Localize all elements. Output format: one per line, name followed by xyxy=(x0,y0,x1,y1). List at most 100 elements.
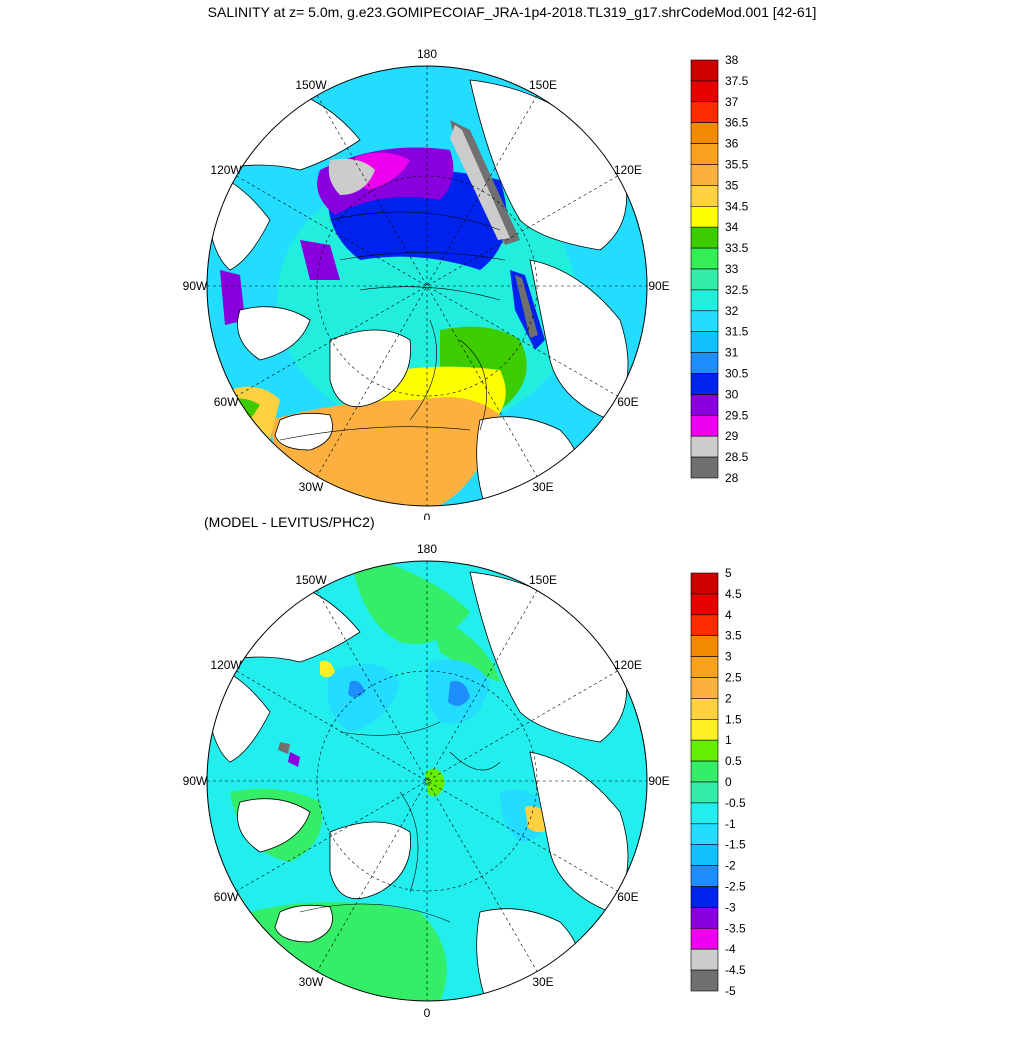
colorbar-label: 28.5 xyxy=(725,450,749,464)
longitude-label: 90W xyxy=(183,774,208,788)
colorbar-label: 4 xyxy=(725,608,732,622)
colorbar-label: 34.5 xyxy=(725,199,749,213)
colorbar-label: 36 xyxy=(725,137,739,151)
colorbar-label: -4.5 xyxy=(725,963,746,977)
colorbar-label: 31 xyxy=(725,346,739,360)
colorbar-label: -3.5 xyxy=(725,921,746,935)
longitude-label: 60W xyxy=(214,395,239,409)
colorbar-swatch xyxy=(690,760,719,783)
longitude-label: 90W xyxy=(183,279,208,293)
longitude-label: 180 xyxy=(417,47,437,61)
salinity-graticule xyxy=(207,66,647,506)
longitude-label: 30W xyxy=(299,975,324,989)
difference-field xyxy=(207,561,647,1001)
colorbar-label: 2 xyxy=(725,691,732,705)
colorbar-swatch xyxy=(690,927,719,950)
colorbar-swatch xyxy=(690,781,719,804)
colorbar-label: 1 xyxy=(725,733,732,747)
colorbar-swatch xyxy=(690,226,719,249)
salinity-map: 180 150E 120E 90E 60E 30E 0 30W 60W 90W 120W 150W 3… xyxy=(183,47,749,525)
longitude-label: 120W xyxy=(210,163,242,177)
colorbar-swatch xyxy=(690,435,719,458)
difference-longitude-labels: 180 150E 120E 90E 60E 30E 0 30W 60W 90W 120W 150W xyxy=(183,542,670,1020)
colorbar-swatch xyxy=(690,823,719,845)
colorbar-label: 29 xyxy=(725,429,739,443)
colorbar-label: 0.5 xyxy=(725,754,742,768)
colorbar-label: -4 xyxy=(725,942,736,956)
colorbar-label: -5 xyxy=(725,984,736,998)
colorbar-label: 1.5 xyxy=(725,712,742,726)
colorbar-swatch xyxy=(690,802,719,825)
salinity-panel: 180 150E 120E 90E 60E 30E 0 30W 60W 90W 120W 150W 3… xyxy=(0,20,1024,525)
longitude-label: 180 xyxy=(417,542,437,556)
colorbar-label: -2 xyxy=(725,859,736,873)
salinity-field xyxy=(207,66,647,506)
colorbar-swatch xyxy=(690,907,719,929)
colorbar-swatch xyxy=(690,122,719,144)
colorbar-swatch xyxy=(690,614,719,637)
colorbar-swatch xyxy=(690,656,719,678)
colorbar-swatch xyxy=(690,373,719,395)
colorbar-swatch xyxy=(690,677,719,699)
colorbar-swatch xyxy=(690,206,719,228)
colorbar-label: 2.5 xyxy=(725,671,742,685)
colorbar-label: 28 xyxy=(725,471,739,485)
colorbar-label: 33.5 xyxy=(725,241,749,255)
colorbar-label: 3.5 xyxy=(725,629,742,643)
colorbar-label: -1 xyxy=(725,817,736,831)
colorbar-swatch xyxy=(690,185,719,207)
longitude-label: 0 xyxy=(424,1006,431,1020)
colorbar-label: 34 xyxy=(725,220,739,234)
colorbar-swatch xyxy=(690,143,719,165)
colorbar-label: 35 xyxy=(725,178,739,192)
colorbar-swatch xyxy=(690,698,719,720)
colorbar-swatch xyxy=(690,739,719,762)
colorbar-label: 32 xyxy=(725,304,739,318)
colorbar-label: 38 xyxy=(725,53,739,67)
longitude-label: 90E xyxy=(648,279,669,293)
salinity-colorbar: 38 37.5 37 36.5 36 35.5 35 34.5 34 33.5 33 32.5 32 31… xyxy=(690,53,749,485)
difference-graticule xyxy=(207,561,647,1001)
difference-colorbar: 5 4.5 4 3.5 3 2.5 2 1.5 1 0.5 0 -0.5 -1 -1.5 -2 -2.5 -3 -… xyxy=(690,566,746,998)
difference-panel: 180 150E 120E 90E 60E 30E 0 30W 60W 90W 120W 150W 5… xyxy=(0,532,1024,1032)
longitude-label: 60E xyxy=(617,395,638,409)
colorbar-swatch xyxy=(690,268,719,291)
longitude-label: 150W xyxy=(295,78,327,92)
longitude-label: 60E xyxy=(617,890,638,904)
colorbar-swatch xyxy=(690,414,719,437)
colorbar-swatch xyxy=(690,572,719,595)
colorbar-swatch xyxy=(690,865,719,887)
colorbar-swatch xyxy=(690,593,719,616)
colorbar-swatch xyxy=(690,844,719,866)
colorbar-swatch xyxy=(690,331,719,353)
colorbar-label: 4.5 xyxy=(725,587,742,601)
colorbar-swatch xyxy=(690,886,719,908)
colorbar-swatch xyxy=(690,969,719,992)
colorbar-swatch xyxy=(690,719,719,741)
colorbar-label: -0.5 xyxy=(725,796,746,810)
colorbar-label: -2.5 xyxy=(725,880,746,894)
colorbar-swatch xyxy=(690,352,719,374)
colorbar-swatch xyxy=(690,101,719,124)
longitude-label: 120E xyxy=(614,658,642,672)
colorbar-label: -3 xyxy=(725,900,736,914)
plot-title: SALINITY at z= 5.0m, g.e23.GOMIPECOIAF_J… xyxy=(207,4,817,20)
longitude-label: 60W xyxy=(214,890,239,904)
colorbar-swatch xyxy=(690,164,719,186)
longitude-label: 150W xyxy=(295,573,327,587)
colorbar-swatch xyxy=(690,456,719,479)
colorbar-swatch xyxy=(690,635,719,657)
longitude-label: 0 xyxy=(424,511,431,520)
colorbar-swatch xyxy=(690,289,719,312)
colorbar-swatch xyxy=(690,948,719,971)
colorbar-label: 5 xyxy=(725,566,732,580)
longitude-label: 150E xyxy=(529,78,557,92)
colorbar-label: 32.5 xyxy=(725,283,749,297)
longitude-label: 30E xyxy=(532,975,553,989)
colorbar-label: 3 xyxy=(725,650,732,664)
colorbar-swatch xyxy=(690,394,719,416)
colorbar-label: -1.5 xyxy=(725,838,746,852)
colorbar-label: 31.5 xyxy=(725,325,749,339)
colorbar-swatch xyxy=(690,247,719,270)
colorbar-label: 29.5 xyxy=(725,408,749,422)
